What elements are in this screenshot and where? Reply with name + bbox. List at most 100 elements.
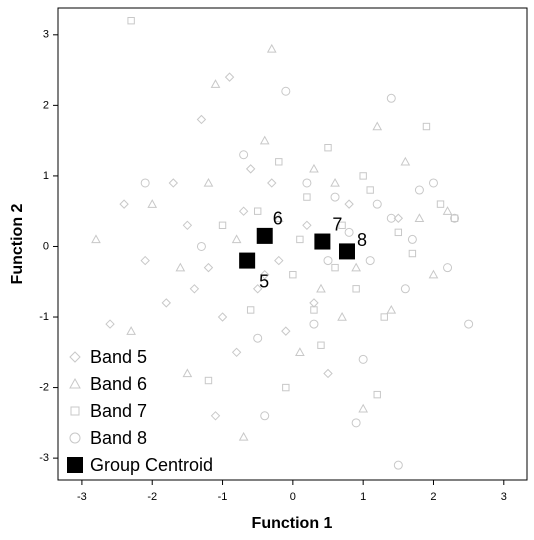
centroid-marker [338, 243, 355, 260]
centroid-marker [256, 227, 273, 244]
triangle-marker [309, 163, 319, 173]
triangle-marker [182, 368, 193, 378]
triangle-marker [69, 377, 81, 389]
triangle-marker [126, 326, 136, 335]
diamond-marker [210, 411, 221, 421]
centroid-label: 7 [332, 214, 342, 234]
triangle-marker [238, 431, 249, 441]
triangle-marker [203, 177, 214, 187]
diamond-marker [245, 164, 256, 174]
x-tick-label: -3 [77, 491, 87, 503]
square-marker [338, 221, 346, 230]
x-tick-label: -2 [147, 491, 157, 503]
circle-marker [302, 178, 312, 188]
square-marker [310, 306, 318, 314]
diamond-marker [196, 114, 207, 125]
diamond-marker [344, 199, 354, 209]
y-tick-label: -3 [39, 452, 49, 464]
y-axis-title: Function 2 [9, 203, 26, 284]
triangle-marker [428, 269, 439, 279]
triangle-marker [231, 234, 242, 244]
circle-marker [281, 86, 291, 96]
circle-marker [358, 354, 368, 364]
square-marker [70, 406, 80, 416]
diamond-marker [260, 269, 270, 280]
circle-marker [260, 411, 270, 421]
circle-marker [239, 150, 249, 160]
x-tick-label: 2 [430, 491, 436, 503]
legend-label: Band 6 [90, 374, 147, 394]
diamond-marker [323, 368, 333, 379]
diamond-marker [267, 178, 277, 188]
square-marker [373, 390, 381, 399]
y-tick-label: -1 [39, 311, 49, 323]
square-marker [366, 186, 374, 194]
circle-marker [351, 418, 361, 428]
circle-marker [365, 256, 375, 266]
square-marker [324, 143, 332, 152]
centroid-marker [67, 457, 83, 473]
diamond-marker [238, 206, 249, 216]
y-tick-label: 1 [43, 170, 49, 182]
diamond-marker [281, 326, 291, 336]
square-marker [422, 122, 431, 131]
x-tick-label: -1 [218, 491, 228, 503]
triangle-marker [386, 304, 397, 314]
triangle-marker [266, 43, 277, 53]
square-marker [275, 158, 283, 166]
circle-marker [428, 178, 438, 188]
diamond-marker [203, 262, 214, 273]
circle-marker [309, 319, 319, 329]
square-marker [303, 193, 311, 201]
triangle-marker [175, 262, 186, 272]
legend-label: Band 8 [90, 428, 147, 448]
circle-marker [253, 333, 263, 343]
diamond-marker [140, 255, 150, 266]
triangle-marker [400, 156, 411, 166]
y-tick-label: 3 [43, 29, 49, 41]
diamond-marker [189, 284, 200, 294]
circle-marker [344, 227, 354, 237]
triangle-marker [273, 213, 284, 222]
triangle-marker [414, 213, 425, 222]
square-marker [380, 313, 388, 321]
square-marker [450, 214, 459, 222]
circle-marker [140, 178, 150, 188]
triangle-marker [351, 262, 361, 272]
square-marker [394, 228, 403, 237]
square-marker [436, 200, 445, 208]
legend-label: Group Centroid [90, 455, 213, 475]
circle-marker [323, 256, 333, 266]
circle-marker [386, 93, 396, 103]
centroid-label: 8 [357, 230, 367, 250]
triangle-marker [295, 347, 305, 356]
square-marker [359, 172, 367, 180]
circle-marker [414, 185, 424, 195]
diamond-marker [224, 72, 235, 82]
square-marker [204, 376, 213, 385]
centroid-marker [239, 252, 256, 269]
square-marker [408, 249, 417, 258]
diamond-marker [231, 347, 242, 358]
diamond-marker [302, 220, 312, 231]
circle-marker [372, 199, 382, 209]
circle-marker [393, 460, 403, 470]
circle-marker [464, 319, 474, 329]
y-tick-label: 2 [43, 99, 49, 111]
square-marker [218, 221, 227, 230]
diamond-marker [105, 319, 115, 329]
diamond-marker [217, 312, 228, 322]
diamond-marker [252, 284, 263, 294]
circle-marker [69, 432, 81, 444]
triangle-marker [330, 177, 340, 187]
triangle-marker [358, 403, 369, 413]
circle-marker [450, 213, 460, 223]
diamond-marker [69, 351, 81, 363]
circle-marker [386, 213, 396, 223]
triangle-marker [147, 199, 158, 208]
square-marker [352, 285, 360, 293]
square-marker [289, 270, 297, 279]
centroid-label: 5 [259, 271, 269, 291]
